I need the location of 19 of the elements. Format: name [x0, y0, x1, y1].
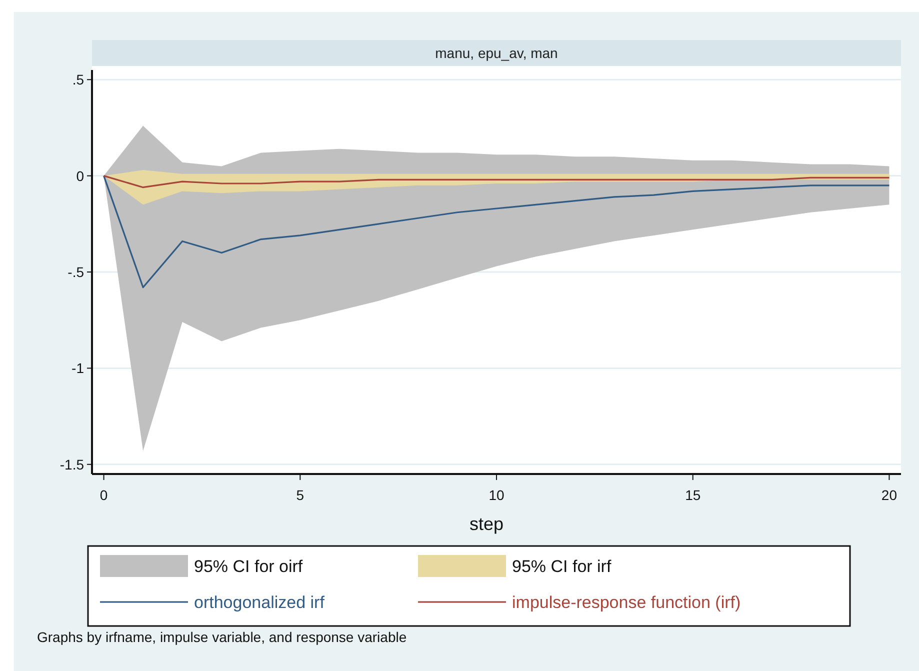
text: 95% CI for irf: [512, 557, 612, 576]
x-tick-label: 10: [488, 487, 504, 503]
x-axis-title: step: [469, 514, 504, 534]
text: impulse-response function (irf): [512, 593, 741, 612]
text: Graphs by irfname, impulse variable, and response variable: [37, 629, 407, 645]
line-series: [102, 175, 890, 188]
y-tick-label: .5: [72, 72, 84, 88]
y-tick-label: -.5: [68, 264, 84, 280]
x-tick-label: 15: [685, 487, 701, 503]
x-tick-label: 5: [296, 487, 304, 503]
y-tick-label: 0: [76, 168, 84, 184]
y-tick-label: -1: [72, 360, 84, 376]
x-tick-label: 20: [881, 487, 898, 503]
x-tick-label: 0: [100, 487, 108, 503]
text: orthogonalized irf: [194, 593, 325, 612]
text: 95% CI for oirf: [194, 557, 303, 576]
chart-title: manu, epu_av, man: [435, 45, 558, 61]
y-tick-label: -1.5: [60, 456, 84, 472]
line-series: [102, 175, 890, 288]
